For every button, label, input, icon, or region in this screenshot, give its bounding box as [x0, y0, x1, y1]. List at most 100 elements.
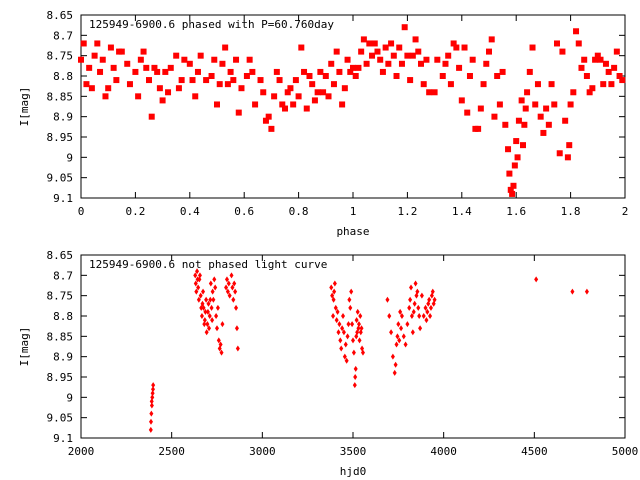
phased-data-point [600, 81, 607, 88]
phased-data-point [390, 52, 397, 59]
phased-data-point [450, 40, 457, 47]
unphased-data-point [415, 288, 420, 295]
unphased-data-point [398, 308, 403, 315]
unphased-data-point [197, 276, 202, 283]
phased-data-point [562, 117, 569, 124]
phased-data-point [418, 60, 424, 67]
phased-data-point [475, 125, 482, 132]
phased-data-point [366, 40, 373, 47]
unphased-data-point [344, 357, 349, 364]
phased-data-point [526, 68, 533, 75]
unphased-x-tick-label: 4000 [430, 445, 457, 458]
unphased-data-point [409, 313, 414, 319]
phased-data-point [78, 56, 84, 63]
unphased-data-point [330, 292, 335, 299]
phased-data-point [339, 101, 346, 108]
phased-x-tick-label: 1.8 [561, 205, 581, 218]
unphased-data-point [334, 317, 339, 324]
phased-chart-title: 125949-6900.6 phased with P=60.760day [89, 18, 334, 31]
phased-data-point [355, 64, 362, 71]
phased-data-point [222, 44, 229, 51]
phased-data-point [154, 68, 161, 75]
unphased-data-point [149, 398, 154, 405]
unphased-data-point [196, 296, 201, 303]
unphased-data-point [424, 317, 429, 324]
phased-data-point [151, 64, 158, 71]
unphased-data-point [210, 288, 215, 295]
phased-x-tick-label: 1.4 [452, 205, 472, 218]
phased-data-point [167, 64, 174, 71]
unphased-data-point [224, 284, 229, 291]
unphased-data-point [584, 288, 589, 295]
unphased-data-point [213, 284, 218, 291]
phased-y-tick-label: 8.75 [47, 50, 74, 63]
unphased-data-point [207, 313, 212, 319]
unphased-y-tick-label: 9.05 [47, 412, 74, 425]
unphased-data-point [207, 325, 212, 332]
phased-data-point [619, 77, 626, 84]
phased-data-point [333, 48, 340, 55]
phased-data-point [486, 48, 492, 55]
unphased-y-tick-label: 8.8 [53, 310, 73, 323]
unphased-data-point [329, 284, 334, 291]
phased-data-point [336, 68, 343, 75]
phased-data-point [488, 36, 495, 43]
unphased-data-point [340, 325, 345, 332]
unphased-data-point [341, 329, 346, 336]
unphased-data-point [196, 284, 201, 291]
phased-data-point [456, 64, 463, 71]
unphased-data-point [399, 325, 404, 332]
phased-data-point [494, 73, 501, 79]
phased-data-point [126, 81, 133, 88]
unphased-data-point [226, 280, 231, 287]
phased-x-tick-label: 2 [622, 205, 629, 218]
unphased-data-point [336, 329, 341, 336]
phased-data-point [513, 138, 520, 145]
phased-data-point [227, 68, 234, 75]
unphased-data-point [392, 369, 397, 376]
unphased-data-point [409, 284, 414, 291]
phased-data-point [423, 56, 430, 63]
unphased-data-point [350, 321, 355, 328]
unphased-data-point [215, 325, 219, 332]
phased-data-point [135, 93, 142, 100]
unphased-data-point [359, 325, 364, 332]
unphased-data-point [208, 280, 213, 287]
unphased-data-point [224, 276, 229, 283]
unphased-data-point [148, 426, 153, 433]
unphased-data-point [214, 313, 219, 319]
phased-data-point [613, 48, 620, 55]
phased-data-point [480, 81, 487, 88]
unphased-data-point [211, 296, 216, 303]
unphased-data-point [405, 321, 410, 328]
phased-data-point [592, 56, 599, 63]
phased-data-point [445, 52, 452, 59]
unphased-data-point [390, 353, 395, 360]
phased-data-point [358, 48, 365, 55]
phased-data-point [252, 101, 259, 108]
phased-data-point [325, 93, 332, 100]
unphased-y-tick-label: 8.85 [47, 330, 74, 343]
unphased-data-point [413, 280, 418, 287]
phased-x-axis-label: phase [336, 225, 369, 238]
phased-data-point [442, 60, 449, 67]
phased-data-point [224, 81, 231, 88]
phased-data-point [140, 48, 147, 55]
phased-data-point [194, 68, 201, 75]
phased-data-point [303, 105, 310, 112]
phased-x-tick-label: 0.4 [180, 205, 200, 218]
unphased-data-point [231, 296, 236, 303]
phased-data-point [118, 48, 125, 55]
unphased-data-point [407, 304, 412, 311]
unphased-data-point [534, 276, 539, 283]
phased-data-point [265, 113, 272, 120]
unphased-data-point [205, 308, 210, 315]
phased-data-point [506, 170, 513, 177]
phased-data-point [143, 64, 150, 71]
phased-data-point [602, 60, 609, 67]
phased-data-point [320, 89, 327, 96]
unphased-data-point [225, 288, 230, 295]
unphased-data-point [354, 317, 359, 324]
phased-data-point [534, 81, 541, 88]
phased-data-point [203, 77, 210, 84]
